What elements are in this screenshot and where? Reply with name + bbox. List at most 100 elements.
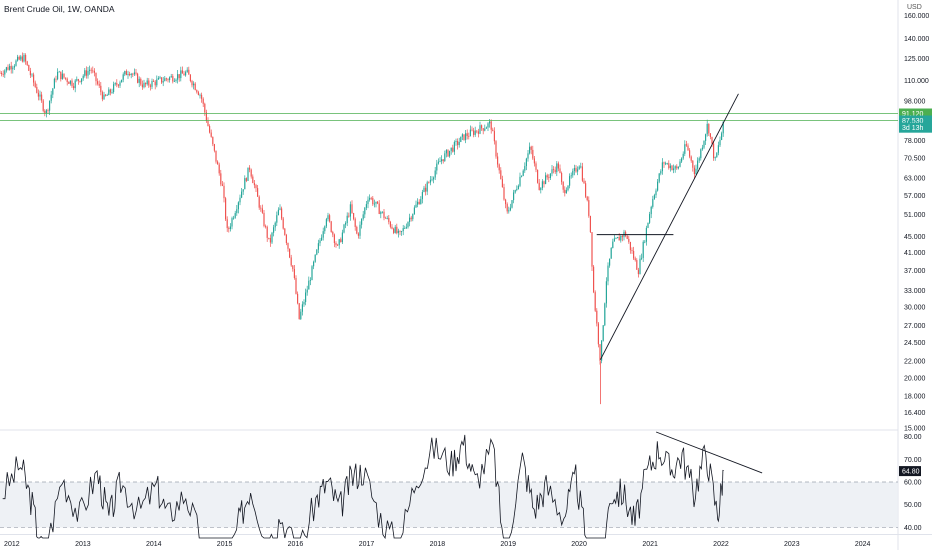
candle-body: [217, 161, 219, 165]
candle-body: [194, 83, 196, 91]
candle-body: [609, 258, 611, 266]
candle-body: [677, 166, 679, 169]
candle-body: [713, 143, 715, 159]
candle-body: [519, 176, 521, 186]
candle-body: [178, 74, 180, 79]
candle-body: [489, 121, 491, 124]
candle-body: [607, 265, 609, 282]
candle-body: [593, 266, 595, 293]
candle-body: [553, 169, 555, 171]
candle-body: [527, 153, 529, 159]
price-tick-label: 24.500: [904, 340, 926, 347]
candle-body: [564, 189, 566, 194]
candle-body: [681, 158, 683, 162]
candle-body: [210, 132, 212, 137]
candle-body: [458, 141, 460, 146]
candle-body: [233, 217, 235, 219]
candle-body: [287, 242, 289, 249]
candle-body: [580, 166, 582, 168]
candle-body: [450, 147, 452, 151]
candle-body: [625, 231, 627, 236]
candle-body: [572, 170, 574, 176]
candle-body: [653, 195, 655, 199]
candle-body: [63, 73, 65, 78]
candle-body: [554, 169, 556, 173]
candle-body: [722, 121, 724, 134]
candle-body: [613, 238, 615, 242]
candle-body: [317, 243, 319, 250]
candle-body: [481, 125, 483, 129]
candle-body: [113, 84, 115, 92]
candle-body: [164, 78, 166, 82]
candle-body: [578, 166, 580, 170]
rsi-value-tag: [899, 466, 921, 477]
candle-body: [537, 169, 539, 183]
candle-body: [58, 71, 60, 73]
candle-body: [226, 219, 228, 229]
candle-body: [292, 265, 294, 270]
candle-body: [487, 123, 489, 128]
candle-body: [255, 185, 257, 189]
candle-body: [340, 239, 342, 243]
candle-body: [137, 73, 139, 83]
candle-body: [185, 72, 187, 76]
price-tick-label: 15.000: [904, 426, 926, 433]
candle-body: [474, 130, 476, 135]
candle-body: [341, 232, 343, 243]
price-tick-label: 20.000: [904, 375, 926, 382]
candle-body: [170, 76, 172, 78]
candle-body: [396, 226, 398, 234]
candle-body: [708, 123, 710, 134]
candle-body: [652, 198, 654, 207]
candle-body: [381, 211, 383, 213]
candle-body: [692, 160, 694, 168]
candle-body: [314, 254, 316, 262]
candle-body: [5, 67, 7, 71]
candle-body: [513, 192, 515, 201]
candle-body: [181, 70, 183, 74]
candle-body: [93, 70, 95, 73]
candle-body: [151, 80, 153, 87]
candle-body: [543, 181, 545, 185]
candle-body: [420, 199, 422, 205]
candle-body: [81, 78, 83, 82]
candle-body: [660, 171, 662, 174]
price-tick-label: 70.500: [904, 156, 926, 163]
time-tick-label: 2014: [146, 541, 162, 548]
candle-body: [612, 241, 614, 248]
candle-body: [673, 168, 675, 171]
candle-body: [631, 250, 633, 251]
candle-body: [234, 213, 236, 218]
candle-body: [204, 103, 206, 113]
time-tick-label: 2021: [642, 541, 658, 548]
candle-body: [18, 56, 20, 60]
candle-body: [703, 140, 705, 148]
candle-body: [82, 75, 84, 79]
candle-body: [97, 81, 99, 84]
candle-body: [717, 145, 719, 153]
candle-body: [375, 201, 377, 204]
candle-body: [457, 140, 459, 146]
candle-body: [405, 227, 407, 229]
candle-body: [434, 170, 436, 178]
candle-body: [207, 121, 209, 127]
candle-body: [413, 207, 415, 215]
candle-body: [114, 83, 116, 85]
candle-body: [445, 150, 447, 154]
candle-body: [583, 180, 585, 184]
candle-body: [45, 110, 47, 114]
candle-body: [569, 176, 571, 186]
candle-body: [617, 237, 619, 239]
candle-body: [461, 134, 463, 137]
candle-body: [101, 92, 103, 100]
candle-body: [437, 161, 439, 164]
time-tick-label: 2012: [4, 541, 20, 548]
candle-body: [49, 100, 51, 111]
candle-body: [329, 215, 331, 222]
candle-body: [221, 184, 223, 186]
candle-body: [202, 98, 204, 104]
candle-body: [130, 73, 132, 76]
candle-body: [460, 136, 462, 142]
candle-body: [61, 73, 63, 80]
